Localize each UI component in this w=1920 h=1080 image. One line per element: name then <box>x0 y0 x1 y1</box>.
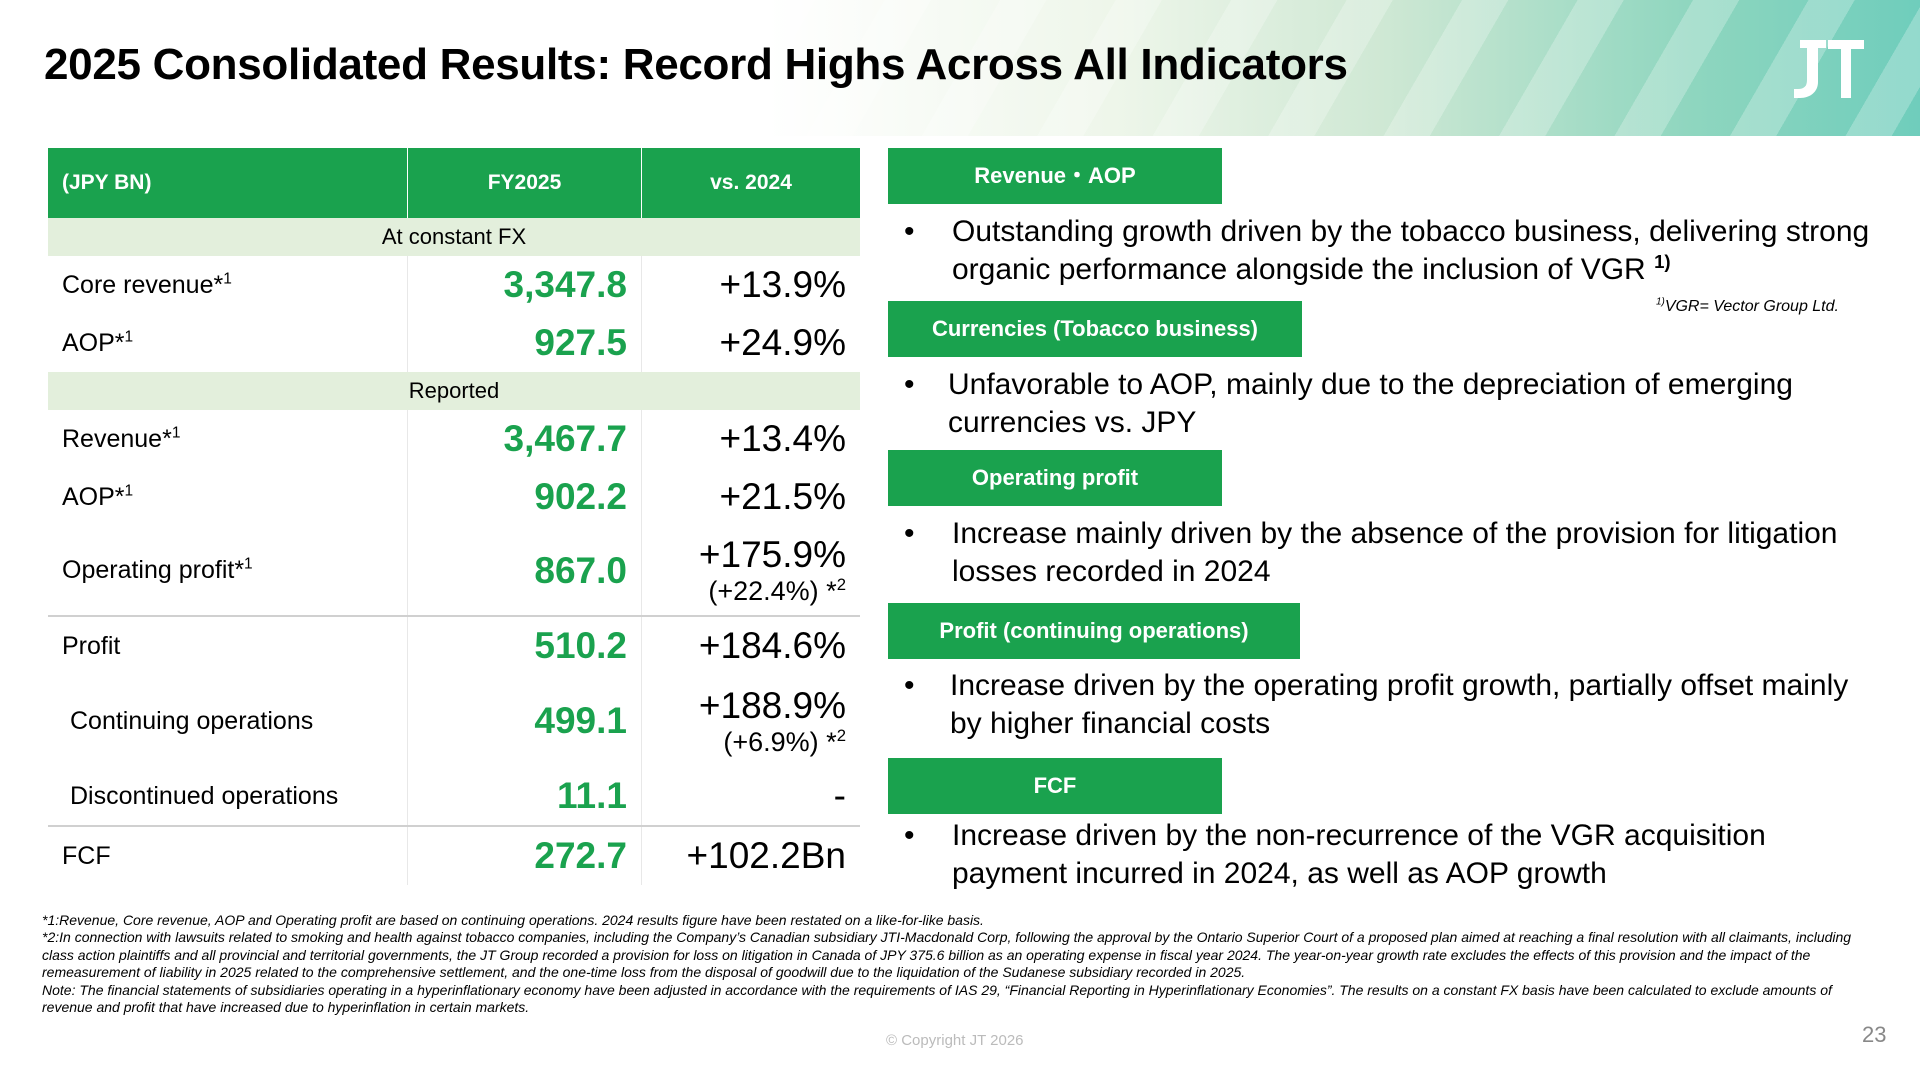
copyright: © Copyright JT 2026 <box>886 1032 1024 1049</box>
vgr-footnote: 1)VGR= Vector Group Ltd. <box>1656 296 1839 315</box>
table-row: FCF 272.7 +102.2Bn <box>48 825 860 885</box>
tag-currencies: Currencies (Tobacco business) <box>888 301 1302 357</box>
bullet-dot: • <box>904 669 915 702</box>
tag-revenue-aop: Revenue・AOP <box>888 148 1222 204</box>
row-value: 3,347.8 <box>407 256 642 314</box>
bullet-dot: • <box>904 819 915 852</box>
bullet-dot: • <box>904 215 915 248</box>
row-label: Discontinued operations <box>70 781 339 810</box>
row-value: 3,467.7 <box>407 410 642 468</box>
row-change: +175.9% (+22.4%) *2 <box>641 526 860 616</box>
table-row: AOP*1 902.2 +21.5% <box>48 468 860 526</box>
results-table: (JPY BN) FY2025 vs. 2024 At constant FX … <box>48 148 860 885</box>
bullet-text: Increase driven by the operating profit … <box>950 669 1849 740</box>
page-title: 2025 Consolidated Results: Record Highs … <box>44 40 1348 89</box>
tag-fcf: FCF <box>888 758 1222 814</box>
footnote-note: Note: The financial statements of subsid… <box>42 981 1832 1016</box>
footnote-1: *1:Revenue, Core revenue, AOP and Operat… <box>42 912 984 928</box>
table-row: Discontinued operations 11.1 - <box>48 767 860 826</box>
section-label: Reported <box>48 372 860 410</box>
footnote-2: *2:In connection with lawsuits related t… <box>42 929 1852 981</box>
header-vs-2024: vs. 2024 <box>641 148 860 218</box>
row-value: 499.1 <box>407 675 642 767</box>
section-label: At constant FX <box>48 218 860 256</box>
table-header-row: (JPY BN) FY2025 vs. 2024 <box>48 148 860 218</box>
row-change: +21.5% <box>641 468 860 526</box>
row-change-sub: (+22.4%) *2 <box>708 575 846 606</box>
jt-logo <box>1794 40 1864 98</box>
bullet-text: Increase driven by the non-recurrence of… <box>952 819 1766 890</box>
table-row: Revenue*1 3,467.7 +13.4% <box>48 410 860 468</box>
row-label: AOP*1 <box>62 482 134 511</box>
footnotes: *1:Revenue, Core revenue, AOP and Operat… <box>42 912 1878 1016</box>
row-value: 927.5 <box>407 314 642 372</box>
header-fy2025: FY2025 <box>407 148 642 218</box>
section-reported: Reported <box>48 372 860 410</box>
row-value: 510.2 <box>407 615 642 675</box>
row-change: +184.6% <box>641 615 860 675</box>
row-label: Revenue*1 <box>62 424 181 453</box>
bullet-dot: • <box>904 517 915 550</box>
row-label: Core revenue*1 <box>62 270 232 299</box>
row-label: AOP*1 <box>62 328 134 357</box>
table-row: Continuing operations 499.1 +188.9% (+6.… <box>48 675 860 767</box>
tag-operating-profit: Operating profit <box>888 450 1222 506</box>
row-value: 11.1 <box>407 767 642 826</box>
header-unit: (JPY BN) <box>48 148 408 218</box>
row-change: +24.9% <box>641 314 860 372</box>
row-label: Operating profit*1 <box>62 555 253 584</box>
bullet-text: Outstanding growth driven by the tobacco… <box>952 215 1870 286</box>
row-value: 272.7 <box>407 825 642 885</box>
row-label: Profit <box>48 615 408 675</box>
row-change-sub: (+6.9%) *2 <box>723 725 846 757</box>
row-label: Continuing operations <box>70 706 314 735</box>
row-value: 902.2 <box>407 468 642 526</box>
bullet-text: Unfavorable to AOP, mainly due to the de… <box>948 368 1793 439</box>
table-row: Profit 510.2 +184.6% <box>48 615 860 675</box>
row-change: - <box>641 767 860 826</box>
page-number: 23 <box>1862 1022 1887 1047</box>
bullet-dot: • <box>904 368 915 401</box>
table-row: Operating profit*1 867.0 +175.9% (+22.4%… <box>48 526 860 616</box>
table-row: Core revenue*1 3,347.8 +13.9% <box>48 256 860 314</box>
row-label: FCF <box>48 825 408 885</box>
row-change: +102.2Bn <box>641 825 860 885</box>
row-change: +13.4% <box>641 410 860 468</box>
row-change: +13.9% <box>641 256 860 314</box>
header-band <box>0 0 1920 136</box>
section-constant-fx: At constant FX <box>48 218 860 256</box>
bullet-text: Increase mainly driven by the absence of… <box>952 517 1838 588</box>
table-row: AOP*1 927.5 +24.9% <box>48 314 860 372</box>
row-change: +188.9% (+6.9%) *2 <box>641 675 860 767</box>
tag-profit: Profit (continuing operations) <box>888 603 1300 659</box>
row-value: 867.0 <box>407 526 642 616</box>
